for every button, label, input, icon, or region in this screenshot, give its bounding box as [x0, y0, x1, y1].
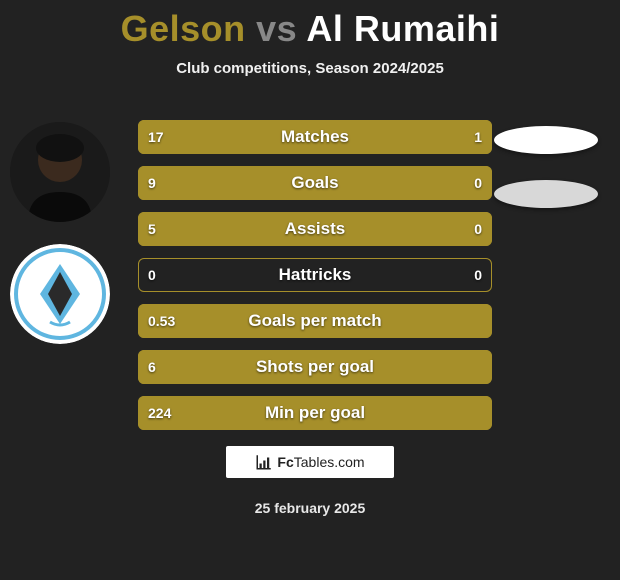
logo-tables: Tables	[294, 454, 334, 470]
stat-bar: 5 0 Assists	[138, 212, 492, 246]
date-text: 25 february 2025	[255, 500, 366, 516]
person-icon	[10, 122, 110, 222]
stat-value-right: 0	[474, 267, 482, 283]
stat-label: Hattricks	[279, 265, 352, 285]
logo-text: FcTables.com	[277, 454, 364, 470]
stat-label: Shots per goal	[256, 357, 374, 377]
logo-dotcom: .com	[334, 454, 364, 470]
stat-label: Matches	[281, 127, 349, 147]
stat-value-left: 5	[148, 221, 156, 237]
stat-label: Goals	[291, 173, 338, 193]
stat-bar: 0.53 Goals per match	[138, 304, 492, 338]
player1-avatar	[10, 122, 110, 222]
vs-text: vs	[256, 8, 297, 49]
stat-value-left: 17	[148, 129, 164, 145]
player2-name: Al Rumaihi	[306, 8, 499, 49]
stat-value-right: 0	[474, 221, 482, 237]
logo-fc: Fc	[277, 454, 293, 470]
stat-bar: 9 0 Goals	[138, 166, 492, 200]
oval-2	[494, 180, 598, 208]
stat-value-left: 6	[148, 359, 156, 375]
stat-bar: 17 1 Matches	[138, 120, 492, 154]
player2-avatar	[10, 244, 110, 344]
oval-1	[494, 126, 598, 154]
stat-value-left: 0	[148, 267, 156, 283]
chart-icon	[255, 453, 273, 471]
stat-bars: 17 1 Matches 9 0 Goals 5 0 Assists 0 0 Hattricks 0.5…	[138, 120, 492, 430]
player1-name: Gelson	[121, 8, 246, 49]
club-crest-icon	[10, 244, 110, 344]
stat-value-left: 9	[148, 175, 156, 191]
stat-label: Min per goal	[265, 403, 365, 423]
fctables-logo[interactable]: FcTables.com	[226, 446, 394, 478]
subtitle: Club competitions, Season 2024/2025	[0, 60, 620, 77]
stat-value-left: 0.53	[148, 313, 175, 329]
ovals-column	[494, 126, 604, 208]
stat-label: Assists	[285, 219, 345, 239]
stat-value-right: 0	[474, 175, 482, 191]
stat-value-left: 224	[148, 405, 171, 421]
stat-value-right: 1	[474, 129, 482, 145]
stat-label: Goals per match	[248, 311, 381, 331]
stat-bar: 0 0 Hattricks	[138, 258, 492, 292]
stat-bar: 224 Min per goal	[138, 396, 492, 430]
stat-bar: 6 Shots per goal	[138, 350, 492, 384]
avatars-column	[10, 122, 110, 344]
comparison-title: Gelson vs Al Rumaihi	[0, 0, 620, 50]
